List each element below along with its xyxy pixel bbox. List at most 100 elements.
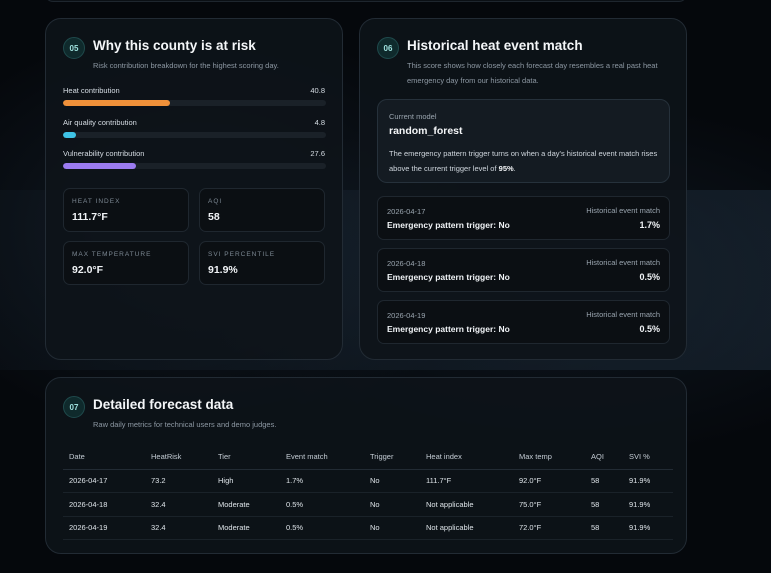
column-header: Heat index [420, 445, 513, 470]
column-header: Trigger [364, 445, 420, 470]
event-trigger-status: Emergency pattern trigger: No [387, 272, 510, 282]
table-row: 2026-04-18 32.4 Moderate 0.5% No Not app… [63, 492, 673, 517]
column-header: HeatRisk [145, 445, 212, 470]
table-cell: 32.4 [145, 516, 212, 540]
section-number-badge: 05 [63, 37, 85, 59]
event-match-label: Historical event match [586, 258, 660, 267]
heat-contribution-value: 40.8 [310, 86, 325, 95]
history-card-title: Historical heat event match [407, 38, 583, 53]
metric-svi-percentile: SVI PERCENTILE 91.9% [199, 241, 325, 285]
section-number-badge: 07 [63, 396, 85, 418]
event-trigger-status: Emergency pattern trigger: No [387, 220, 510, 230]
vulnerability-contribution-fill [63, 163, 136, 169]
table-cell: Not applicable [420, 492, 513, 517]
metric-label: MAX TEMPERATURE [72, 251, 152, 258]
event-match-row: 2026-04-18 Emergency pattern trigger: No… [377, 248, 670, 292]
table-cell: 73.2 [145, 469, 212, 493]
model-name: random_forest [389, 125, 463, 137]
history-card-subtitle: This score shows how closely each foreca… [407, 61, 658, 85]
model-description-end: . [513, 164, 516, 173]
air-quality-contribution-fill [63, 132, 76, 138]
table-cell: 0.5% [280, 492, 364, 517]
current-model-panel: Current model random_forest The emergenc… [377, 99, 670, 183]
table-cell: 0.5% [280, 516, 364, 540]
event-date: 2026-04-17 [387, 207, 426, 216]
table-cell: 72.0°F [513, 516, 585, 540]
trigger-level: 95% [498, 164, 514, 173]
event-match-row: 2026-04-17 Emergency pattern trigger: No… [377, 196, 670, 240]
metric-heat-index: HEAT INDEX 111.7°F [63, 188, 189, 232]
air-quality-contribution-value: 4.8 [314, 118, 325, 127]
table-header-row: Date HeatRisk Tier Event match Trigger H… [63, 445, 673, 470]
table-cell: 2026-04-18 [63, 492, 145, 517]
column-header: Event match [280, 445, 364, 470]
table-cell: 2026-04-17 [63, 469, 145, 493]
table-row: 2026-04-19 32.4 Moderate 0.5% No Not app… [63, 516, 673, 540]
table-cell: 58 [585, 516, 623, 540]
metric-value: 92.0°F [72, 264, 104, 276]
table-cell: Not applicable [420, 516, 513, 540]
table-cell: High [212, 469, 280, 493]
model-description: The emergency pattern trigger turns on w… [389, 146, 665, 176]
risk-breakdown-card: 05 Why this county is at risk Risk contr… [45, 18, 343, 360]
metric-label: AQI [208, 198, 223, 205]
metric-aqi: AQI 58 [199, 188, 325, 232]
table-cell: 91.9% [623, 469, 673, 493]
table-cell: 91.9% [623, 492, 673, 517]
heat-contribution-bar [63, 100, 326, 106]
table-cell: 58 [585, 492, 623, 517]
column-header: SVI % [623, 445, 673, 470]
risk-card-subtitle: Risk contribution breakdown for the high… [93, 61, 279, 70]
model-description-text: The emergency pattern trigger turns on w… [389, 149, 658, 173]
event-match-label: Historical event match [586, 310, 660, 319]
forecast-card-title: Detailed forecast data [93, 397, 234, 412]
table-cell: No [364, 469, 420, 493]
vulnerability-contribution-value: 27.6 [310, 149, 325, 158]
table-cell: 92.0°F [513, 469, 585, 493]
detailed-forecast-card: 07 Detailed forecast data Raw daily metr… [45, 377, 687, 554]
heat-contribution-label: Heat contribution [63, 86, 120, 95]
event-match-row: 2026-04-19 Emergency pattern trigger: No… [377, 300, 670, 344]
metric-value: 91.9% [208, 264, 238, 276]
table-cell: No [364, 516, 420, 540]
event-match-label: Historical event match [586, 206, 660, 215]
forecast-table: Date HeatRisk Tier Event match Trigger H… [63, 445, 673, 540]
metric-value: 111.7°F [72, 211, 108, 223]
column-header: Max temp [513, 445, 585, 470]
table-cell: No [364, 492, 420, 517]
table-cell: 58 [585, 469, 623, 493]
column-header: Tier [212, 445, 280, 470]
metric-label: HEAT INDEX [72, 198, 121, 205]
table-cell: 91.9% [623, 516, 673, 540]
event-match-value: 0.5% [639, 324, 660, 334]
column-header: Date [63, 445, 145, 470]
table-cell: 32.4 [145, 492, 212, 517]
forecast-card-subtitle: Raw daily metrics for technical users an… [93, 420, 277, 429]
column-header: AQI [585, 445, 623, 470]
risk-card-title: Why this county is at risk [93, 38, 256, 53]
air-quality-contribution-bar [63, 132, 326, 138]
table-cell: Moderate [212, 516, 280, 540]
metric-value: 58 [208, 211, 220, 223]
event-match-value: 1.7% [639, 220, 660, 230]
event-date: 2026-04-19 [387, 311, 426, 320]
metric-label: SVI PERCENTILE [208, 251, 276, 258]
vulnerability-contribution-label: Vulnerability contribution [63, 149, 145, 158]
event-match-value: 0.5% [639, 272, 660, 282]
table-cell: 111.7°F [420, 469, 513, 493]
historical-match-card: 06 Historical heat event match This scor… [359, 18, 687, 360]
table-cell: 1.7% [280, 469, 364, 493]
table-cell: Moderate [212, 492, 280, 517]
metric-max-temperature: MAX TEMPERATURE 92.0°F [63, 241, 189, 285]
table-row: 2026-04-17 73.2 High 1.7% No 111.7°F 92.… [63, 469, 673, 493]
table-cell: 2026-04-19 [63, 516, 145, 540]
table-cell: 75.0°F [513, 492, 585, 517]
air-quality-contribution-label: Air quality contribution [63, 118, 137, 127]
event-date: 2026-04-18 [387, 259, 426, 268]
event-trigger-status: Emergency pattern trigger: No [387, 324, 510, 334]
model-label: Current model [389, 112, 437, 121]
heat-contribution-fill [63, 100, 171, 106]
vulnerability-contribution-bar [63, 163, 326, 169]
section-number-badge: 06 [377, 37, 399, 59]
previous-card-edge [45, 0, 687, 2]
